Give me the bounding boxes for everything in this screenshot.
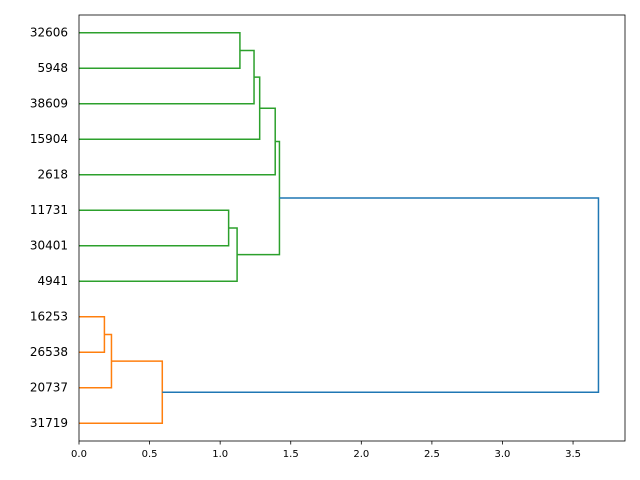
- leaf-label: 2618: [37, 167, 68, 181]
- leaf-label: 31719: [30, 416, 68, 430]
- link: [79, 32, 241, 69]
- x-tick-label: 2.0: [353, 449, 369, 460]
- plot-frame: [78, 14, 626, 442]
- leaf-label: 38609: [30, 96, 68, 110]
- link: [162, 197, 600, 393]
- leaf-label: 5948: [37, 61, 68, 75]
- leaf-label: 15904: [30, 132, 68, 146]
- link: [79, 209, 230, 247]
- x-tick-label: 0.5: [142, 449, 158, 460]
- leaf-label: 16253: [30, 309, 68, 323]
- x-tick-label: 3.0: [495, 449, 511, 460]
- leaf-label: 26538: [30, 345, 68, 359]
- link: [79, 49, 255, 105]
- link: [237, 140, 281, 256]
- x-tick-label: 2.5: [424, 449, 440, 460]
- leaf-label: 11731: [30, 203, 68, 217]
- leaf-label: 32606: [30, 25, 68, 39]
- link: [79, 360, 164, 424]
- leaf-label: 4941: [37, 274, 68, 288]
- link: [79, 333, 113, 389]
- x-tick-label: 1.0: [212, 449, 228, 460]
- x-tick-label: 3.5: [565, 449, 581, 460]
- link: [79, 76, 261, 140]
- link: [79, 227, 238, 282]
- x-tick-label: 0.0: [71, 449, 87, 460]
- leaf-label: 30401: [30, 238, 68, 252]
- leaf-label: 20737: [30, 380, 68, 394]
- link: [79, 316, 106, 353]
- link: [79, 107, 276, 176]
- x-tick-label: 1.5: [283, 449, 299, 460]
